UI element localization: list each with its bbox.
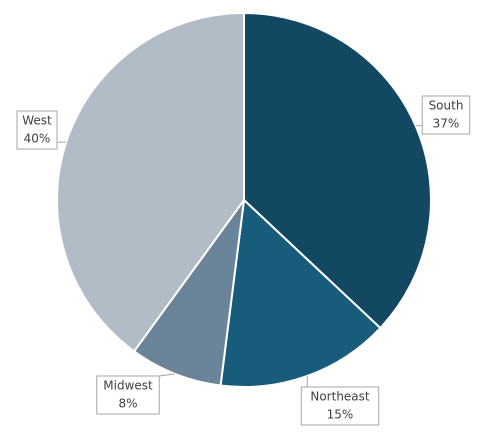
pie-slice bbox=[243, 11, 432, 330]
pie-slice bbox=[56, 11, 245, 353]
label-box bbox=[96, 375, 160, 415]
pie-slice bbox=[219, 197, 382, 388]
pie-slice bbox=[132, 199, 245, 387]
category-label: South bbox=[429, 99, 464, 113]
label-box bbox=[300, 386, 380, 426]
value-label: 40% bbox=[24, 132, 51, 146]
label-box bbox=[421, 95, 471, 135]
value-label: 15% bbox=[327, 408, 354, 422]
label-box bbox=[16, 110, 58, 150]
value-label: 8% bbox=[118, 397, 137, 411]
category-label: Midwest bbox=[103, 379, 153, 393]
value-label: 37% bbox=[433, 117, 460, 131]
category-label: Northeast bbox=[310, 390, 370, 404]
leader-line bbox=[159, 373, 176, 377]
category-label: West bbox=[22, 114, 52, 128]
